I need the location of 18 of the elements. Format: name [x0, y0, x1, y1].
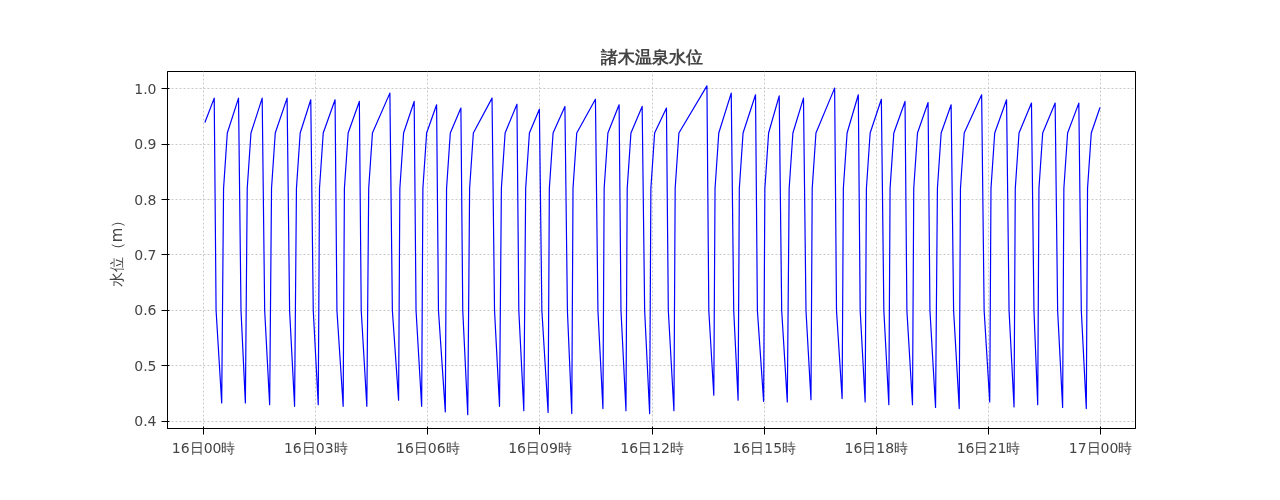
x-tick-label: 16日09時 [508, 439, 572, 456]
x-tick-label: 16日21時 [956, 439, 1021, 456]
y-tick-label: 0.4 [134, 413, 157, 430]
y-tick-label: 0.7 [134, 246, 157, 263]
x-tick-label: 16日12時 [620, 439, 684, 456]
y-axis-title: 水位（m） [108, 212, 127, 288]
x-tick-label: 16日03時 [283, 439, 348, 456]
x-tick-label: 17日00時 [1068, 439, 1133, 456]
y-tick-label: 1.0 [134, 80, 157, 97]
y-tick-label: 0.8 [134, 191, 157, 208]
x-tick-label: 16日15時 [732, 439, 797, 456]
x-tick-label: 16日06時 [396, 439, 460, 456]
y-tick-label: 0.6 [134, 302, 157, 319]
y-tick-label: 0.9 [134, 136, 157, 153]
chart-title: 諸木温泉水位 [599, 46, 703, 67]
y-tick-label: 0.5 [134, 357, 157, 374]
x-tick-label: 16日18時 [844, 439, 909, 456]
x-tick-label: 16日00時 [171, 439, 236, 456]
